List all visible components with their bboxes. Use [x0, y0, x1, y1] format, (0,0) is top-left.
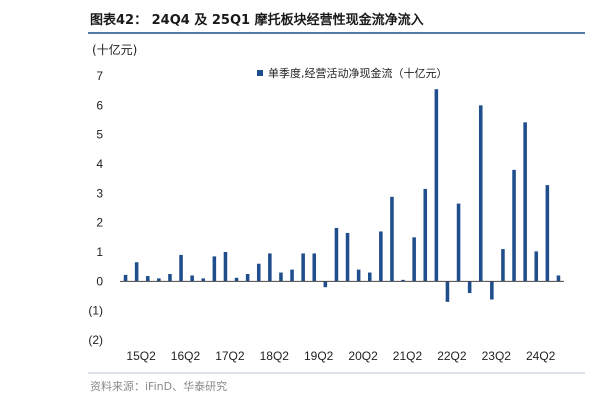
bar-18q1	[245, 274, 250, 282]
bar-series	[123, 89, 561, 302]
bar-24q1	[512, 169, 516, 282]
y-tick-label: 3	[96, 186, 103, 200]
y-tick-label: 6	[96, 98, 103, 112]
bar-23q1	[467, 281, 472, 294]
chart-title: 图表42： 24Q4 及 25Q1 摩托板块经营性现金流净流入	[90, 12, 424, 28]
x-tick-label: 19Q2	[304, 349, 334, 363]
bar-22q3	[445, 281, 450, 302]
x-tick-label: 20Q2	[348, 349, 378, 363]
y-tick-label: (1)	[88, 304, 103, 318]
bar-16q1	[157, 278, 161, 282]
legend-swatch	[257, 70, 263, 76]
x-tick-label: 16Q2	[171, 349, 201, 363]
x-tick-label: 24Q2	[526, 349, 556, 363]
bar-20q1	[334, 227, 339, 282]
y-tick-label: (2)	[88, 333, 103, 347]
bar-23q4	[501, 249, 505, 282]
bar-24q2	[523, 122, 527, 282]
y-axis: 7 6 5 4 3 2 1 0 (1) (2)	[88, 69, 103, 347]
bar-24q4	[545, 185, 550, 282]
bar-19q1	[290, 269, 294, 282]
y-axis-unit-label: (十亿元)	[92, 42, 137, 57]
bar-21q1	[379, 231, 383, 282]
y-tick-label: 5	[96, 128, 103, 142]
bar-16q2	[168, 274, 172, 282]
bar-17q4	[234, 277, 239, 282]
x-tick-label: 21Q2	[393, 349, 423, 363]
bar-17q3	[223, 252, 228, 282]
bar-20q2	[345, 232, 350, 282]
bar-21q3	[401, 279, 405, 282]
bar-18q2	[256, 263, 261, 282]
bar-25q1	[556, 275, 561, 282]
x-tick-label: 22Q2	[437, 349, 467, 363]
x-axis: 15Q2 16Q2 17Q2 18Q2 19Q2 20Q2 21Q2 22Q2 23Q2 24Q2	[126, 349, 555, 363]
bar-21q2	[390, 196, 394, 282]
x-tick-label: 18Q2	[260, 349, 290, 363]
legend: 单季度,经营活动净现金流（十亿元）	[257, 66, 448, 80]
bar-22q1	[423, 188, 428, 282]
bar-18q3	[268, 253, 272, 282]
bar-23q3	[490, 281, 494, 300]
source-note: 资料来源：iFinD、华泰研究	[90, 379, 227, 393]
y-tick-label: 2	[96, 216, 103, 230]
bar-15q4	[145, 276, 150, 282]
y-tick-label: 4	[96, 157, 103, 171]
bar-20q4	[367, 272, 372, 282]
y-tick-label: 7	[96, 69, 103, 83]
y-tick-label: 0	[96, 274, 103, 288]
bar-22q4	[456, 203, 461, 282]
legend-label: 单季度,经营活动净现金流（十亿元）	[268, 66, 448, 80]
bar-19q3	[312, 253, 317, 282]
bar-24q3	[534, 251, 539, 282]
x-tick-label: 15Q2	[126, 349, 156, 363]
bar-19q4	[323, 281, 328, 288]
x-tick-label: 23Q2	[482, 349, 512, 363]
bar-21q4	[412, 237, 416, 282]
y-tick-label: 1	[96, 245, 103, 259]
bar-20q3	[356, 269, 361, 282]
bar-16q4	[190, 275, 194, 282]
bar-15q3	[134, 262, 139, 282]
bar-17q1	[201, 278, 206, 282]
bar-16q3	[179, 254, 183, 282]
x-tick-label: 17Q2	[215, 349, 245, 363]
bar-18q4	[279, 272, 283, 282]
bar-15q2	[123, 274, 128, 282]
bar-22q2	[434, 89, 439, 282]
bar-23q2	[478, 105, 483, 282]
bar-19q2	[301, 253, 305, 282]
bar-17q2	[212, 256, 217, 282]
